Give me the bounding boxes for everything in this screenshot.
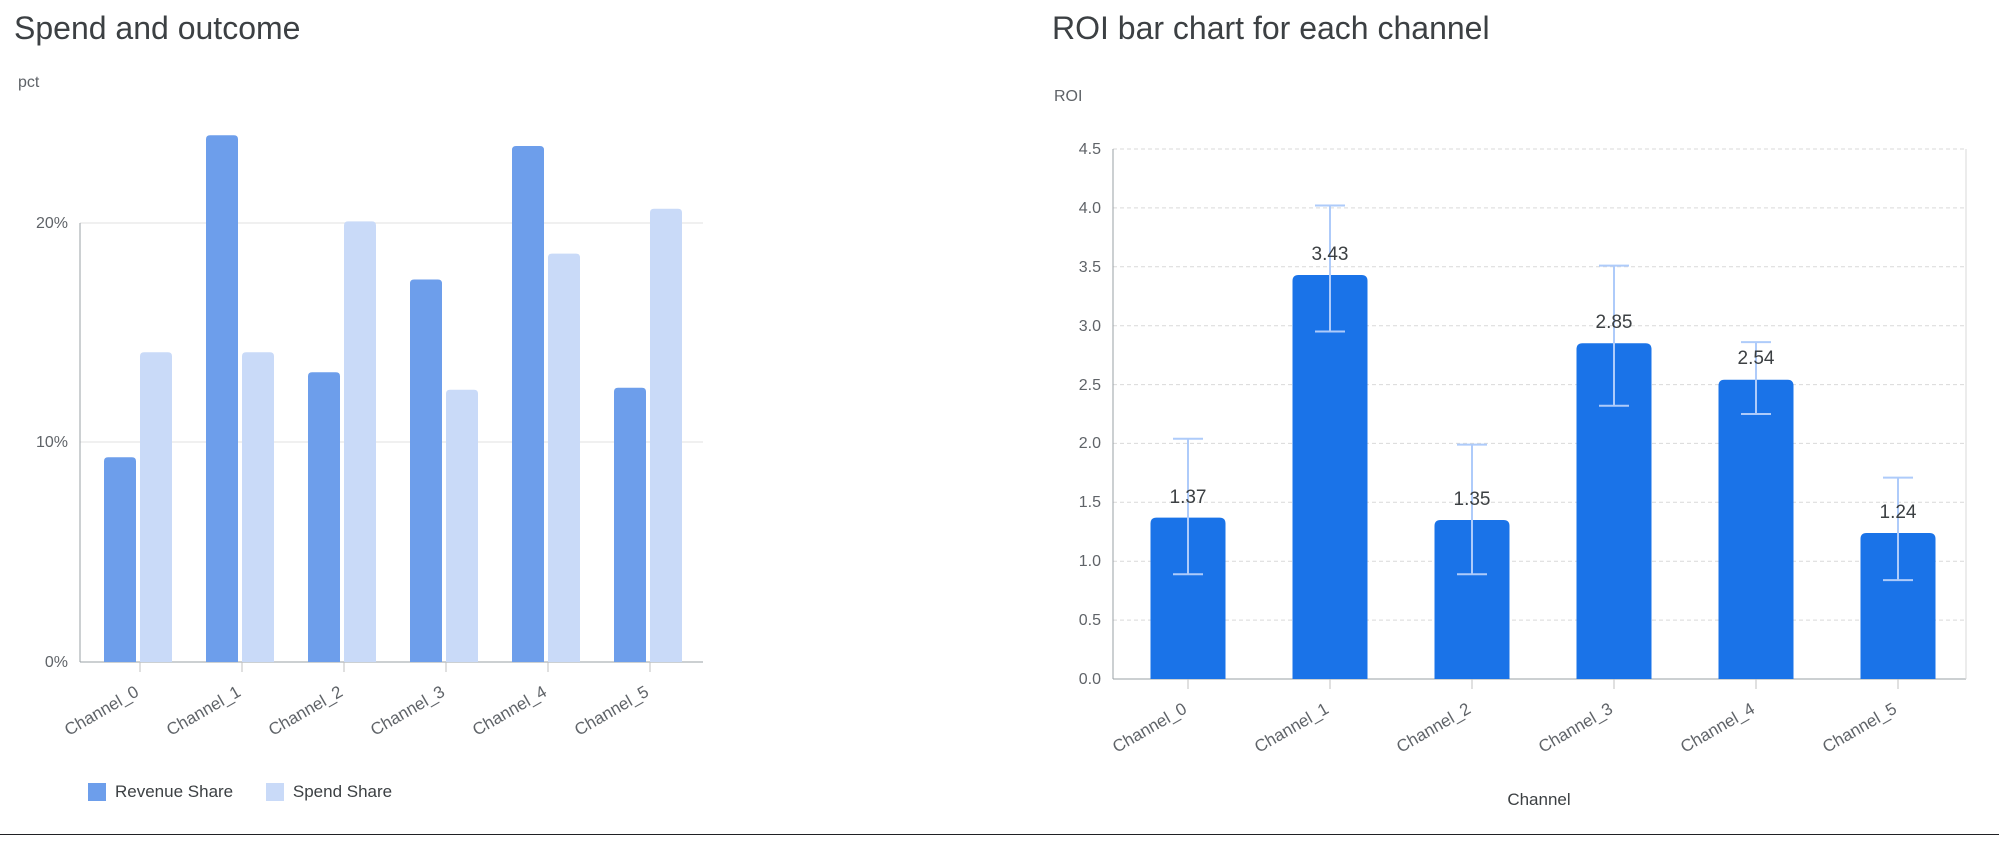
svg-text:Channel_1: Channel_1 — [1251, 699, 1332, 757]
svg-text:Channel_0: Channel_0 — [61, 682, 142, 740]
svg-text:2.85: 2.85 — [1596, 312, 1633, 333]
svg-text:Channel_4: Channel_4 — [469, 682, 550, 740]
svg-text:1.24: 1.24 — [1880, 502, 1917, 523]
svg-text:4.5: 4.5 — [1079, 141, 1101, 158]
svg-text:4.0: 4.0 — [1079, 200, 1101, 217]
svg-text:Channel_2: Channel_2 — [265, 682, 346, 740]
svg-text:Channel_5: Channel_5 — [571, 682, 652, 740]
svg-text:1.0: 1.0 — [1079, 553, 1101, 570]
svg-text:3.43: 3.43 — [1312, 244, 1349, 265]
svg-text:1.35: 1.35 — [1454, 489, 1491, 510]
svg-text:Channel_2: Channel_2 — [1393, 699, 1474, 757]
svg-text:10%: 10% — [36, 434, 68, 451]
svg-text:Channel: Channel — [1507, 790, 1570, 809]
svg-text:1.37: 1.37 — [1170, 487, 1207, 508]
svg-text:Channel_5: Channel_5 — [1819, 699, 1900, 757]
svg-text:0.0: 0.0 — [1079, 671, 1101, 688]
svg-text:Channel_1: Channel_1 — [163, 682, 244, 740]
svg-text:Channel_3: Channel_3 — [367, 682, 448, 740]
svg-text:Channel_0: Channel_0 — [1109, 699, 1190, 757]
svg-text:Channel_3: Channel_3 — [1535, 699, 1616, 757]
svg-text:3.0: 3.0 — [1079, 318, 1101, 335]
svg-text:1.5: 1.5 — [1079, 494, 1101, 511]
svg-text:0.5: 0.5 — [1079, 612, 1101, 629]
svg-text:2.5: 2.5 — [1079, 377, 1101, 394]
svg-text:0%: 0% — [45, 654, 68, 671]
svg-text:Channel_4: Channel_4 — [1677, 699, 1758, 757]
svg-text:20%: 20% — [36, 215, 68, 232]
svg-text:3.5: 3.5 — [1079, 259, 1101, 276]
svg-text:2.54: 2.54 — [1738, 348, 1775, 369]
svg-text:2.0: 2.0 — [1079, 435, 1101, 452]
